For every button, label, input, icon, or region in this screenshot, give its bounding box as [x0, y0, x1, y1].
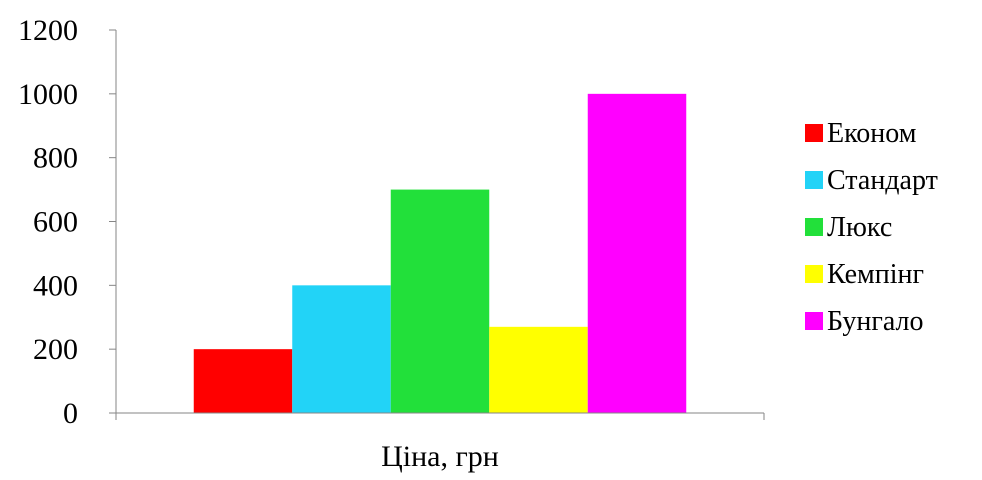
- legend-swatch: [805, 124, 823, 142]
- y-tick-label: 0: [63, 397, 78, 430]
- legend: Економ Стандарт Люкс Кемпінг Бунгало: [805, 118, 938, 337]
- y-tick-label: 1200: [18, 14, 78, 47]
- bar-1: [193, 349, 293, 413]
- legend-swatch: [805, 265, 823, 283]
- bar-4: [489, 326, 588, 413]
- y-tick-label: 600: [33, 206, 78, 239]
- legend-label: Кемпінг: [827, 259, 924, 290]
- legend-swatch: [805, 171, 823, 189]
- x-category-label: Ціна, грн: [381, 440, 499, 473]
- legend-label: Бунгало: [827, 306, 924, 337]
- y-tick-label: 1000: [18, 78, 78, 111]
- legend-swatch: [805, 218, 823, 236]
- bar-2: [292, 285, 391, 413]
- legend-label: Економ: [827, 118, 917, 149]
- y-tick-label: 200: [33, 333, 78, 366]
- y-ticks-group: 0 200 400 600 800 1000 1200: [18, 14, 116, 430]
- legend-label: Стандарт: [827, 165, 938, 196]
- legend-label: Люкс: [827, 212, 892, 243]
- legend-swatch: [805, 312, 823, 330]
- x-labels-group: Ціна, грн: [381, 440, 499, 473]
- bar-3: [390, 189, 490, 413]
- bar-5: [587, 93, 687, 413]
- bars-group: [193, 93, 687, 413]
- y-tick-label: 400: [33, 269, 78, 302]
- y-tick-label: 800: [33, 142, 78, 175]
